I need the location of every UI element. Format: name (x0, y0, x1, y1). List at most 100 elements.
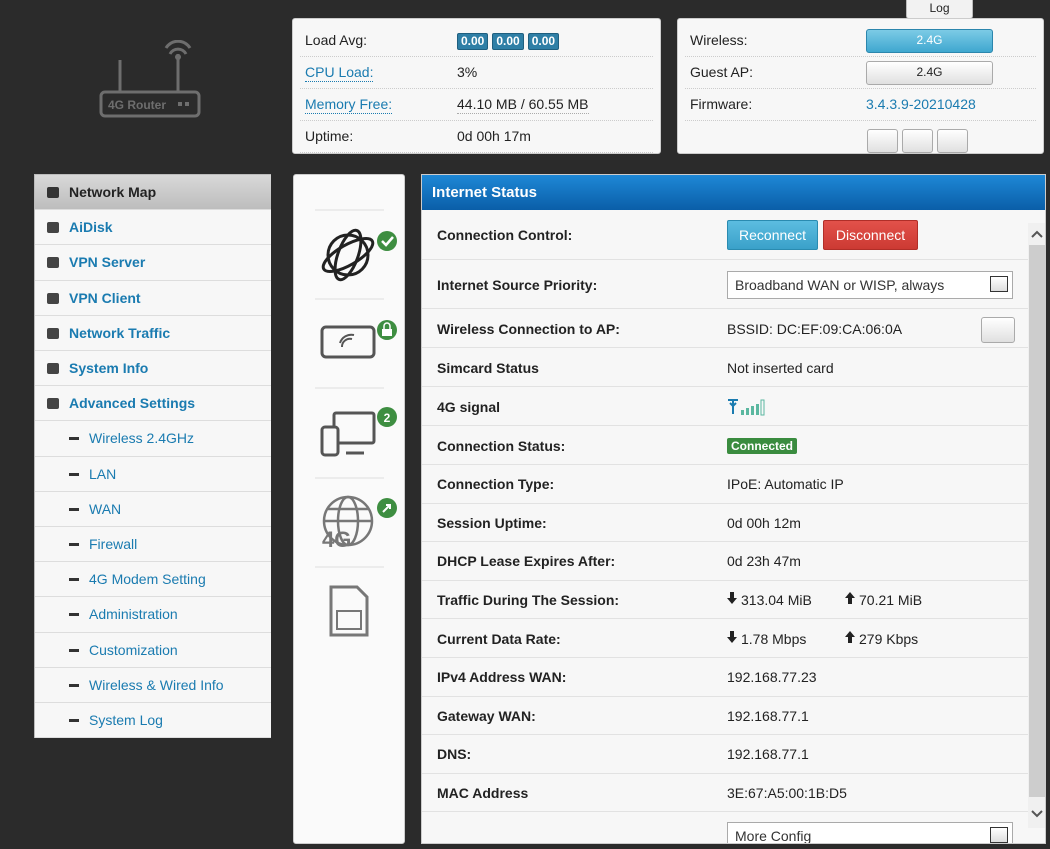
submenu-item[interactable]: System Log (35, 703, 271, 739)
menu-item[interactable]: Advanced Settings (35, 386, 271, 422)
submenu-item[interactable]: Customization (35, 632, 271, 668)
down-arrow (727, 592, 737, 605)
submenu-dash (69, 683, 79, 687)
row-label: Wireless Connection to AP: (437, 320, 620, 337)
up-value: 279 Kbps (859, 630, 919, 647)
row-value: 3E:67:A5:00:1B:D5 (727, 785, 847, 802)
row-label: DNS: (437, 746, 472, 763)
icon-button[interactable] (867, 129, 898, 153)
row-value: 192.168.77.1 (727, 707, 809, 724)
select-arrow[interactable] (990, 827, 1008, 843)
scrollbar[interactable] (1028, 223, 1045, 828)
down-value: 1.78 Mbps (741, 630, 807, 647)
status-row: Wireless: 2.4G (685, 25, 1036, 57)
up-arrow (845, 630, 855, 643)
status-row: Internet Source Priority: Broadband WAN o… (422, 260, 1028, 309)
down-value: 313.04 MiB (741, 592, 812, 609)
scroll-down[interactable] (1031, 809, 1043, 819)
menu-icon (47, 327, 59, 339)
toggle-button[interactable]: 2.4G (866, 61, 993, 85)
status-row: Memory Free: 44.10 MB / 60.55 MB (300, 89, 653, 121)
source-select[interactable]: Broadband WAN or WISP, always (727, 271, 1013, 299)
up-value: 70.21 MiB (859, 592, 923, 609)
logo-label: 4G Router (108, 98, 166, 112)
signal-icon (728, 398, 765, 415)
menu-icon (47, 257, 59, 269)
down-arrow (727, 630, 737, 643)
row-value: 0d 23h 47m (727, 553, 801, 570)
status-row: Traffic During The Session: 313.04 MiB 70.… (422, 581, 1028, 620)
internet-status-panel: Internet Status Connection Control: Recon… (421, 174, 1046, 844)
submenu-item[interactable]: WAN (35, 491, 271, 527)
icon-column: 2 4G (315, 209, 414, 637)
menu-item[interactable]: VPN Server (35, 245, 271, 281)
log-button[interactable]: Log (906, 0, 973, 19)
menu-item[interactable]: VPN Client (35, 280, 271, 316)
submenu-item[interactable]: LAN (35, 456, 271, 492)
status-row: Current Data Rate: 1.78 Mbps 279 Kbps (422, 619, 1028, 658)
status-row: Connection Status: Connected (422, 426, 1028, 465)
submenu-item[interactable]: Administration (35, 597, 271, 633)
submenu-item[interactable]: Wireless 2.4GHz (35, 421, 271, 457)
row-label: 4G signal (437, 398, 501, 415)
row-value: 192.168.77.1 (727, 746, 809, 763)
status-row: Simcard Status Not inserted card (422, 348, 1028, 387)
menu-item[interactable]: System Info (35, 351, 271, 387)
toggle-button[interactable]: 2.4G (866, 29, 993, 53)
system-status: Load Avg: 0.00 0.00 0.00 CPU Load: 3% Memory F… (292, 18, 661, 154)
status-value: 44.10 MB / 60.55 MB (457, 96, 589, 114)
status-row: DNS: 192.168.77.1 (422, 735, 1028, 774)
menu-item[interactable]: AiDisk (35, 210, 271, 246)
status-label: Firmware: (690, 96, 753, 112)
select-arrow[interactable] (990, 276, 1008, 292)
row-value: 0d 00h 12m (727, 514, 801, 531)
more-config-select[interactable]: More Config (727, 822, 1013, 844)
menu-icon (47, 222, 59, 234)
status-label[interactable]: CPU Load: (305, 64, 374, 82)
status-row: Uptime: 0d 00h 17m (300, 121, 653, 153)
status-label[interactable]: Memory Free: (305, 96, 393, 114)
status-row: Session Uptime: 0d 00h 12m (422, 504, 1028, 543)
icon-button[interactable] (902, 129, 933, 153)
icon-button[interactable] (937, 129, 968, 153)
status-value: 3% (457, 64, 478, 80)
menu-item[interactable]: Network Map (35, 175, 271, 211)
status-row: DHCP Lease Expires After: 0d 23h 47m (422, 542, 1028, 581)
firmware-link[interactable]: 3.4.3.9-20210428 (866, 96, 976, 112)
status-row: IPv4 Address WAN: 192.168.77.23 (422, 658, 1028, 697)
submenu-item[interactable]: Firewall (35, 527, 271, 563)
row-label: MAC Address (437, 785, 529, 802)
submenu-item[interactable]: 4G Modem Setting (35, 562, 271, 598)
action-button[interactable]: Reconnect (727, 220, 818, 250)
row-label: Gateway WAN: (437, 707, 536, 724)
traffic-values: 1.78 Mbps 279 Kbps (727, 630, 927, 647)
panel-title: Internet Status (422, 175, 1045, 210)
status-row: Gateway WAN: 192.168.77.1 (422, 697, 1028, 736)
up-arrow (845, 592, 855, 605)
status-row: Guest AP: 2.4G (685, 57, 1036, 89)
scroll-thumb[interactable] (1029, 245, 1045, 797)
status-row: Wireless Connection to AP: BSSID: DC:EF:0… (422, 309, 1028, 348)
menu-icon (47, 398, 59, 410)
row-value: IPoE: Automatic IP (727, 476, 844, 493)
row-label: Connection Control: (437, 227, 573, 243)
connected-badge: Connected (727, 437, 798, 454)
submenu-item[interactable]: Wireless & Wired Info (35, 667, 271, 703)
scroll-up[interactable] (1031, 229, 1043, 239)
row-label: Traffic During The Session: (437, 592, 620, 609)
svg-text:4G: 4G (322, 527, 351, 552)
status-value: 0d 00h 17m (457, 128, 531, 144)
row-label: Session Uptime: (437, 514, 547, 531)
submenu-dash (69, 507, 79, 511)
select-text: More Config (735, 828, 812, 844)
refresh-button[interactable] (981, 317, 1015, 343)
status-row: Connection Control: Reconnect Disconnect (422, 210, 1028, 260)
submenu-dash (69, 578, 79, 582)
status-row: CPU Load: 3% (300, 57, 653, 89)
load-badge: 0.00 (527, 33, 560, 50)
status-row: Load Avg: 0.00 0.00 0.00 (300, 25, 653, 57)
row-label: Connection Type: (437, 476, 555, 493)
menu-item[interactable]: Network Traffic (35, 315, 271, 351)
side-menu: Network Map AiDisk VPN Server VPN Client Net… (34, 174, 271, 739)
action-button[interactable]: Disconnect (823, 220, 918, 250)
